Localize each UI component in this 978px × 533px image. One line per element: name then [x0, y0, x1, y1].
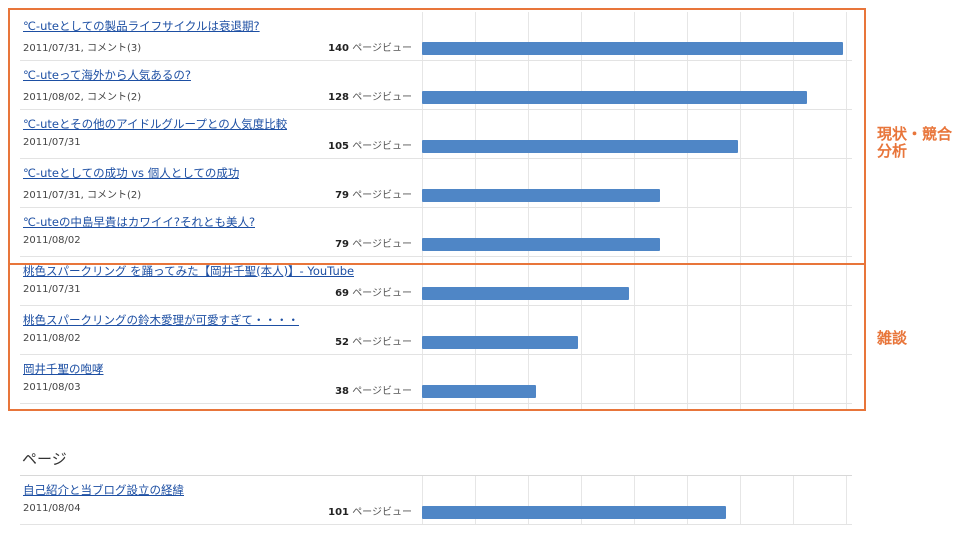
- post-title-link[interactable]: 自己紹介と当ブログ設立の経緯: [23, 483, 184, 497]
- post-meta: 2011/07/31, コメント(2): [23, 190, 142, 201]
- page-view-suffix: ページビュー: [352, 507, 412, 518]
- post-meta: 2011/07/31: [23, 137, 81, 148]
- post-meta: 2011/07/31, コメント(3): [23, 43, 142, 54]
- page-view-number: 52: [335, 337, 349, 348]
- post-meta: 2011/08/04: [23, 503, 81, 514]
- post-title-link[interactable]: ℃-uteとその他のアイドルグループとの人気度比較: [23, 117, 288, 131]
- page-view-bar: [422, 336, 578, 349]
- page-view-suffix: ページビュー: [352, 337, 412, 348]
- group-label-chat: 雑談: [877, 330, 907, 347]
- page-view-suffix: ページビュー: [352, 190, 412, 201]
- list-item: 桃色スパークリング を踊ってみた【岡井千聖(本人)】- YouTube 2011/…: [20, 257, 852, 306]
- page-view-bar: [422, 506, 726, 519]
- post-meta: 2011/08/02: [23, 235, 81, 246]
- page-view-bar: [422, 189, 660, 202]
- page-view-bar: [422, 238, 660, 251]
- post-meta: 2011/07/31: [23, 284, 81, 295]
- page-view-bar: [422, 385, 536, 398]
- list-item: 岡井千聖の咆哮 2011/08/03 38 ページビュー: [20, 355, 852, 404]
- page-view-count: 38 ページビュー: [335, 382, 412, 397]
- group-label-analysis: 現状・競合 分析: [877, 126, 952, 160]
- list-item: ℃-uteって海外から人気あるの? 2011/08/02, コメント(2) 128 …: [20, 61, 852, 110]
- page-view-count: 79 ページビュー: [335, 235, 412, 250]
- page-view-suffix: ページビュー: [352, 43, 412, 54]
- page-view-count: 140 ページビュー: [328, 39, 412, 54]
- list-item: ℃-uteの中島早貴はカワイイ?それとも美人? 2011/08/02 79 ページビ…: [20, 208, 852, 257]
- page-view-bar: [422, 91, 807, 104]
- page-view-count: 105 ページビュー: [328, 137, 412, 152]
- group-label-analysis-line2: 分析: [877, 142, 908, 160]
- page-view-suffix: ページビュー: [352, 288, 412, 299]
- page-view-number: 101: [328, 507, 349, 518]
- page-view-number: 69: [335, 288, 349, 299]
- list-item: ℃-uteとしての成功 vs 個人としての成功 2011/07/31, コメント(…: [20, 159, 852, 208]
- post-title-link[interactable]: ℃-uteとしての成功 vs 個人としての成功: [23, 166, 240, 180]
- page-view-count: 101 ページビュー: [328, 503, 412, 518]
- pages-section-title: ページ: [22, 450, 67, 468]
- page-view-number: 105: [328, 141, 349, 152]
- post-title-link[interactable]: 桃色スパークリング を踊ってみた【岡井千聖(本人)】- YouTube: [23, 264, 355, 278]
- post-title-link[interactable]: 岡井千聖の咆哮: [23, 362, 104, 376]
- list-item: 自己紹介と当ブログ設立の経緯 2011/08/04 101 ページビュー: [20, 476, 852, 525]
- list-item: 桃色スパークリングの鈴木愛理が可愛すぎて・・・・ 2011/08/02 52 ページ…: [20, 306, 852, 355]
- page-view-suffix: ページビュー: [352, 141, 412, 152]
- post-meta: 2011/08/02: [23, 333, 81, 344]
- group-label-chat-line1: 雑談: [877, 329, 908, 347]
- page-view-bar: [422, 287, 629, 300]
- page-view-number: 79: [335, 190, 349, 201]
- post-title-link[interactable]: 桃色スパークリングの鈴木愛理が可愛すぎて・・・・: [23, 313, 299, 327]
- page-view-suffix: ページビュー: [352, 92, 412, 103]
- page-view-count: 79 ページビュー: [335, 186, 412, 201]
- page-view-suffix: ページビュー: [352, 386, 412, 397]
- page-view-bar: [422, 42, 843, 55]
- list-item: ℃-uteとその他のアイドルグループとの人気度比較 2011/07/31 105 ペ…: [20, 110, 852, 159]
- page-view-count: 128 ページビュー: [328, 88, 412, 103]
- post-title-link[interactable]: ℃-uteって海外から人気あるの?: [23, 68, 191, 82]
- pages-section-divider: [20, 475, 852, 476]
- group-box-chat: [8, 263, 866, 411]
- post-meta: 2011/08/03: [23, 382, 81, 393]
- page-view-number: 128: [328, 92, 349, 103]
- page-view-number: 38: [335, 386, 349, 397]
- page-view-bar: [422, 140, 738, 153]
- post-meta: 2011/08/02, コメント(2): [23, 92, 142, 103]
- post-title-link[interactable]: ℃-uteとしての製品ライフサイクルは衰退期?: [23, 19, 260, 33]
- group-label-analysis-line1: 現状・競合: [877, 125, 953, 143]
- group-box-analysis: [8, 8, 866, 265]
- list-item: ℃-uteとしての製品ライフサイクルは衰退期? 2011/07/31, コメント(…: [20, 12, 852, 61]
- page-view-number: 140: [328, 43, 349, 54]
- page-view-number: 79: [335, 239, 349, 250]
- post-title-link[interactable]: ℃-uteの中島早貴はカワイイ?それとも美人?: [23, 215, 256, 229]
- page-view-suffix: ページビュー: [352, 239, 412, 250]
- page-view-count: 69 ページビュー: [335, 284, 412, 299]
- page-view-count: 52 ページビュー: [335, 333, 412, 348]
